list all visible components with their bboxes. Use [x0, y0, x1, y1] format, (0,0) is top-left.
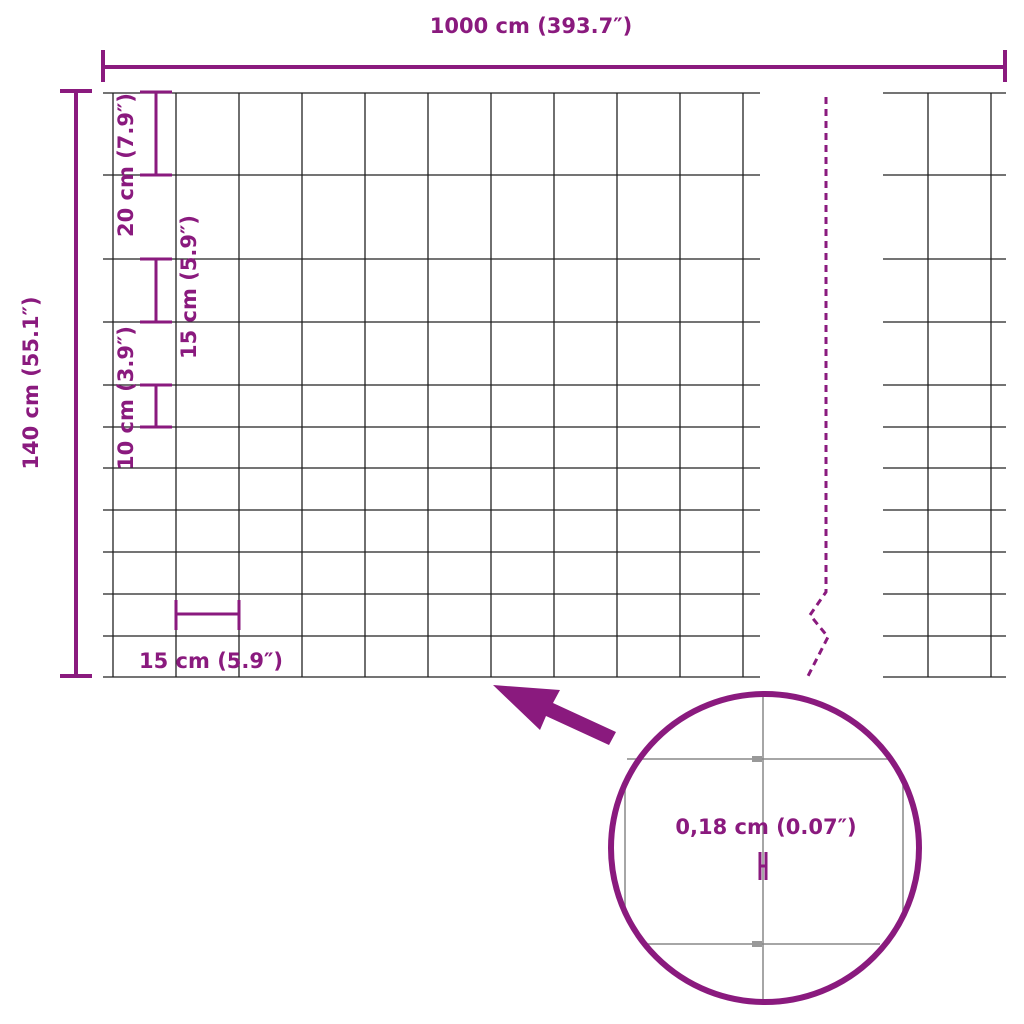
wire-mesh-grid	[103, 92, 1006, 678]
wire-diameter-label: 0,18 cm (0.07″)	[675, 815, 856, 839]
horizontal-spacing-label: 15 cm (5.9″)	[139, 649, 283, 673]
top-spacing-label: 20 cm (7.9″)	[114, 93, 138, 237]
height-dimension	[60, 89, 92, 678]
height-label: 140 cm (55.1″)	[19, 296, 43, 469]
arrow-icon	[493, 685, 616, 745]
spacing-brackets	[140, 90, 241, 630]
width-dimension	[101, 50, 1007, 82]
middle-spacing-label: 15 cm (5.9″)	[177, 215, 201, 359]
detail-magnifier: 0,18 cm (0.07″)	[608, 691, 922, 1005]
break-line	[806, 97, 830, 677]
width-label: 1000 cm (393.7″)	[430, 14, 632, 38]
bottom-spacing-label: 10 cm (3.9″)	[114, 326, 138, 470]
